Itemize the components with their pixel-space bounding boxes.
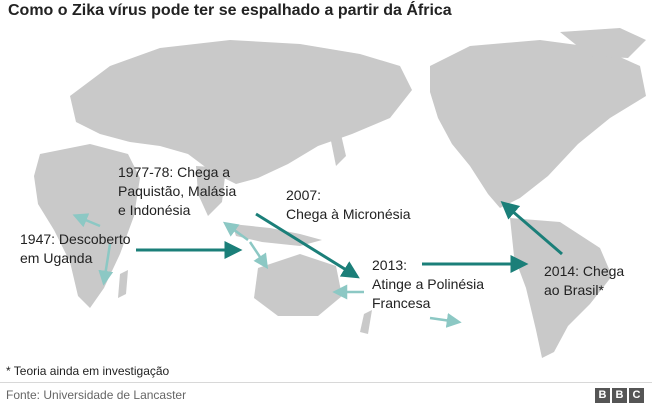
world-map	[34, 28, 646, 358]
label-polynesia: 2013: Atinge a Polinésia Francesa	[372, 257, 485, 311]
arrow-pacific-east	[429, 312, 462, 328]
japan-shape	[330, 130, 346, 166]
arrow-asia-up	[222, 221, 249, 242]
main-spread-arrows	[136, 201, 563, 279]
source-credit: Fonte: Universidade de Lancaster	[6, 388, 187, 402]
madagascar-shape	[118, 270, 128, 298]
greenland-shape	[560, 28, 646, 58]
arrow-asia-to-polynesia	[255, 212, 360, 279]
bbc-logo-letter: C	[629, 388, 644, 403]
india-shape	[196, 166, 226, 216]
divider	[0, 382, 652, 383]
bbc-logo: B B C	[595, 388, 644, 403]
australia-shape	[254, 254, 342, 316]
bbc-logo-letter: B	[612, 388, 627, 403]
label-micronesia: 2007: Chega à Micronésia	[286, 187, 411, 222]
bbc-logo-letter: B	[595, 388, 610, 403]
new-zealand-shape	[360, 310, 372, 334]
label-asia: 1977-78: Chega a Paquistão, Malásia e In…	[118, 164, 237, 218]
arrow-asia-down	[248, 241, 269, 270]
secondary-spread-arrows	[72, 213, 462, 328]
page-title: Como o Zika vírus pode ter se espalhado …	[8, 2, 452, 19]
label-uganda: 1947: Descoberto em Uganda	[20, 231, 131, 266]
label-brazil: 2014: Chega ao Brasil*	[544, 263, 625, 298]
arrow-africa-south	[98, 243, 114, 286]
south-america-shape	[510, 218, 612, 358]
arrow-africa-west	[72, 213, 101, 228]
arrow-brazil-to-central-america	[500, 201, 563, 256]
eurasia-shape	[70, 40, 412, 184]
north-america-shape	[430, 40, 646, 208]
footnote: * Teoria ainda em investigação	[6, 364, 170, 378]
